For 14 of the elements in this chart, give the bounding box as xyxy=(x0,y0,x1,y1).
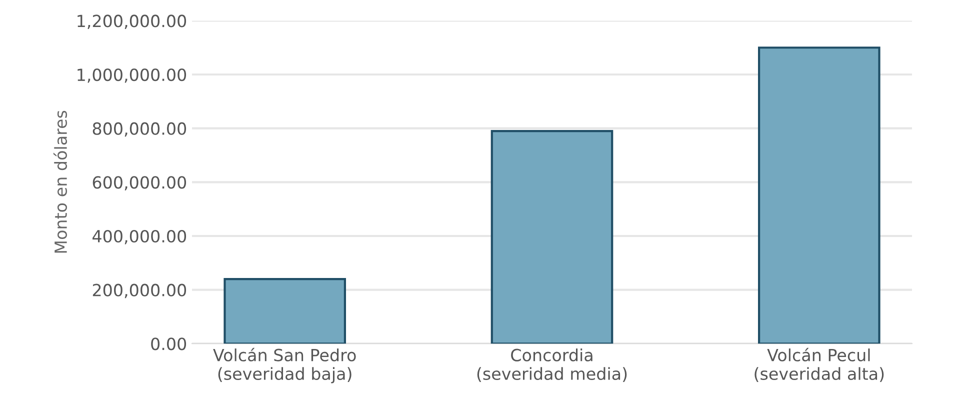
y-axis-title: Monto en dólares xyxy=(53,110,68,253)
bar xyxy=(224,278,346,344)
bar xyxy=(758,46,880,344)
y-tick-label: 1,200,000.00 xyxy=(78,14,186,29)
y-tick-label: 200,000.00 xyxy=(92,284,186,298)
y-tick-label: 0.00 xyxy=(151,338,186,350)
bar xyxy=(490,130,614,344)
x-tick-label: Volcán Pecul (severidad alta) xyxy=(754,348,884,382)
y-tick-label: 800,000.00 xyxy=(92,122,186,137)
y-tick-label: 400,000.00 xyxy=(92,230,186,244)
x-tick-label: Volcán San Pedro (severidad baja) xyxy=(213,348,356,384)
y-tick-label: 1,000,000.00 xyxy=(78,68,186,83)
x-tick-label: Concordia (severidad media) xyxy=(477,348,627,382)
y-tick-label: 600,000.00 xyxy=(92,176,186,190)
